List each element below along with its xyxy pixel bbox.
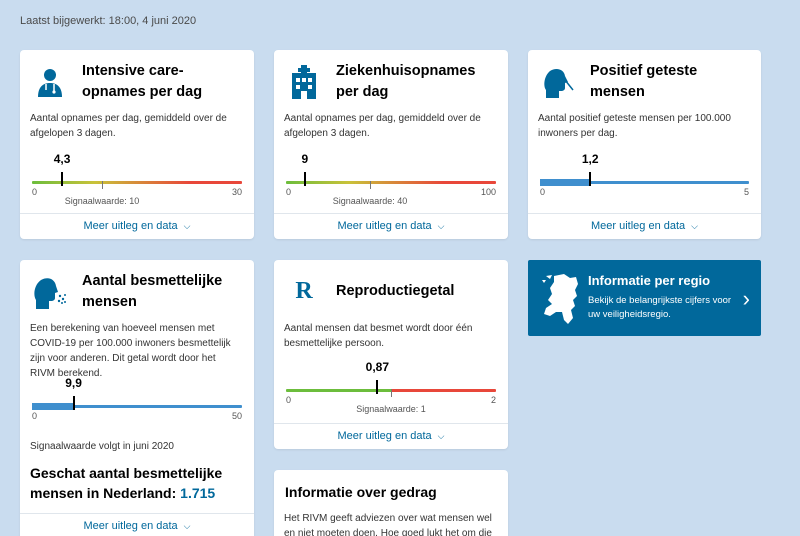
gauge-fill (540, 179, 591, 186)
behaviour-card: Informatie over gedrag Het RIVM geeft ad… (274, 470, 508, 536)
ic-card: Intensive care-opnames per dag Aantal op… (20, 50, 254, 239)
ic-description: Aantal opnames per dag, gemiddeld over d… (30, 113, 227, 139)
more-label: Meer uitleg en data (83, 220, 178, 232)
gauge-max: 100 (480, 187, 496, 197)
value-marker (589, 172, 592, 186)
signal-note: Signaalwaarde volgt in juni 2020 (30, 441, 174, 452)
netherlands-map-icon (542, 274, 578, 324)
coughing-person-icon (30, 272, 70, 312)
positive-tests-gauge: 1,2 0 5 (540, 152, 749, 212)
hospital-description: Aantal opnames per dag, gemiddeld over d… (284, 113, 481, 139)
reproduction-title: Reproductiegetal (336, 282, 455, 299)
reproduction-gauge: 0,87 0 2 Signaalwaarde: 1 (286, 360, 496, 420)
chevron-down-icon: ⌵ (437, 221, 445, 231)
more-info-button[interactable]: Meer uitleg en data ⌵ (20, 513, 254, 536)
signal-marker (370, 181, 371, 189)
ic-value: 4,3 (53, 152, 71, 166)
reproduction-description: Aantal mensen dat besmet wordt door één … (284, 323, 473, 349)
positive-tests-title: Positief geteste mensen (590, 63, 698, 100)
infectious-value: 9,9 (65, 376, 82, 390)
value-marker (72, 396, 75, 410)
more-info-button[interactable]: Meer uitleg en data ⌵ (274, 213, 508, 239)
hospital-gauge: 9 0 100 Signaalwaarde: 40 (286, 152, 496, 212)
gauge-bar (540, 181, 749, 184)
gauge-bar (286, 181, 496, 184)
more-label: Meer uitleg en data (337, 220, 432, 232)
behaviour-description: Het RIVM geeft adviezen over wat mensen … (284, 513, 492, 536)
positive-tests-card: Positief geteste mensen Aantal positief … (528, 50, 761, 239)
signal-value: Signaalwaarde: 1 (356, 404, 426, 414)
gauge-bar (32, 181, 242, 184)
more-label: Meer uitleg en data (591, 220, 686, 232)
gauge-min: 0 (32, 411, 38, 421)
signal-marker (102, 181, 103, 189)
chevron-down-icon: ⌵ (437, 431, 445, 441)
infectious-description: Een berekening van hoeveel mensen met CO… (30, 323, 231, 379)
gauge-max: 50 (231, 411, 242, 421)
positive-tests-value: 1,2 (581, 152, 599, 166)
ic-title: Intensive care-opnames per dag (82, 63, 203, 100)
chevron-down-icon: ⌵ (183, 221, 191, 231)
swab-test-icon (538, 62, 578, 102)
positive-tests-description: Aantal positief geteste mensen per 100.0… (538, 113, 731, 139)
gauge-bar (32, 405, 242, 408)
more-info-button[interactable]: Meer uitleg en data ⌵ (20, 213, 254, 239)
hospital-card: Ziekenhuisopnames per dag Aantal opnames… (274, 50, 508, 239)
value-marker (376, 380, 379, 394)
hospital-title: Ziekenhuisopnames per dag (336, 63, 476, 100)
more-label: Meer uitleg en data (83, 520, 178, 532)
region-info-link[interactable]: Informatie per regio Bekijk de belangrij… (528, 260, 761, 336)
estimate-value: 1.715 (180, 485, 216, 501)
chevron-right-icon: › (742, 286, 750, 311)
gauge-min: 0 (540, 187, 546, 197)
last-updated: Laatst bijgewerkt: 18:00, 4 juni 2020 (20, 15, 197, 27)
gauge-min: 0 (32, 187, 38, 197)
value-marker (61, 172, 64, 186)
r-letter-icon: R (284, 271, 324, 311)
infectious-card: Aantal besmettelijke mensen Een berekeni… (20, 260, 254, 536)
more-info-button[interactable]: Meer uitleg en data ⌵ (274, 423, 508, 449)
hospital-icon (284, 62, 324, 102)
gauge-max: 2 (490, 395, 496, 405)
signal-marker (391, 389, 392, 397)
gauge-min: 0 (286, 187, 292, 197)
region-subtitle: Bekijk de belangrijkste cijfers voor uw … (588, 295, 732, 320)
value-marker (303, 172, 306, 186)
signal-value: Signaalwaarde: 40 (332, 196, 408, 206)
reproduction-value: 0,87 (365, 360, 390, 374)
infectious-gauge: 9,9 0 50 (32, 376, 242, 436)
chevron-down-icon: ⌵ (183, 521, 191, 531)
more-label: Meer uitleg en data (337, 430, 432, 442)
region-title: Informatie per regio (588, 273, 711, 288)
infectious-title: Aantal besmettelijke mensen (82, 273, 223, 310)
gauge-min: 0 (286, 395, 292, 405)
gauge-max: 5 (743, 187, 749, 197)
chevron-down-icon: ⌵ (691, 221, 698, 231)
ic-gauge: 4,3 0 30 Signaalwaarde: 10 (32, 152, 242, 212)
reproduction-card: R Reproductiegetal Aantal mensen dat bes… (274, 260, 508, 449)
hospital-value: 9 (301, 152, 309, 166)
more-info-button[interactable]: Meer uitleg en data ⌵ (528, 213, 761, 239)
gauge-fill (32, 403, 74, 410)
r-letter: R (295, 277, 313, 304)
estimate-label: Geschat aantal besmettelijke mensen in N… (30, 465, 223, 501)
gauge-max: 30 (231, 187, 242, 197)
signal-value: Signaalwaarde: 10 (64, 196, 140, 206)
infectious-estimate: Geschat aantal besmettelijke mensen in N… (30, 463, 244, 503)
doctor-icon (30, 62, 70, 102)
behaviour-title: Informatie over gedrag (285, 484, 437, 500)
